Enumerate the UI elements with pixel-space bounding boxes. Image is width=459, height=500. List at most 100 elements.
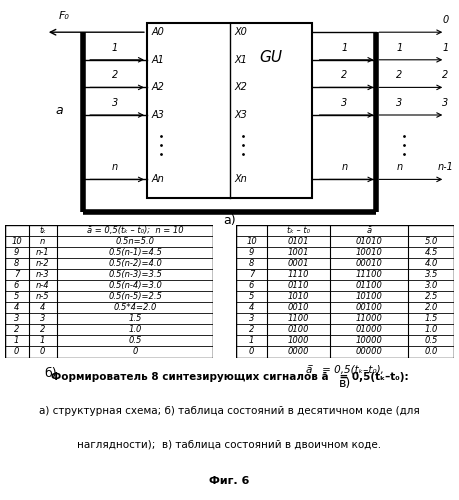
Text: Фиг. 6: Фиг. 6 xyxy=(209,476,250,486)
Text: A1: A1 xyxy=(151,55,164,65)
Text: 1001: 1001 xyxy=(287,248,309,257)
Text: GU: GU xyxy=(259,50,282,65)
Text: n-4: n-4 xyxy=(36,281,50,290)
Text: n: n xyxy=(112,162,118,172)
Text: 2.0: 2.0 xyxy=(425,304,438,312)
Text: 1.0: 1.0 xyxy=(425,326,438,334)
Text: 2: 2 xyxy=(249,326,254,334)
Text: 11000: 11000 xyxy=(356,314,382,324)
Text: 2: 2 xyxy=(14,326,19,334)
Text: n-1: n-1 xyxy=(437,162,453,172)
Text: 3: 3 xyxy=(442,98,448,108)
Text: ā = 0,5(tₖ – t₀);  n = 10: ā = 0,5(tₖ – t₀); n = 10 xyxy=(87,226,184,235)
Text: 10010: 10010 xyxy=(356,248,382,257)
Text: a: a xyxy=(56,104,63,117)
Text: An: An xyxy=(151,174,164,184)
Text: X3: X3 xyxy=(234,110,247,120)
Text: 1000: 1000 xyxy=(287,336,309,345)
Text: F₀: F₀ xyxy=(59,10,70,20)
Text: X0: X0 xyxy=(234,27,247,37)
Text: n: n xyxy=(341,162,347,172)
Text: n-3: n-3 xyxy=(36,270,50,279)
Text: 0000: 0000 xyxy=(287,348,309,356)
Text: 8: 8 xyxy=(14,259,19,268)
Text: 3.5: 3.5 xyxy=(425,270,438,279)
Text: 10000: 10000 xyxy=(356,336,382,345)
Text: 1100: 1100 xyxy=(287,314,309,324)
Text: Xn: Xn xyxy=(234,174,247,184)
Text: 5.0: 5.0 xyxy=(425,237,438,246)
Text: 4.0: 4.0 xyxy=(425,259,438,268)
Text: 6: 6 xyxy=(14,281,19,290)
Text: 4: 4 xyxy=(249,304,254,312)
Text: 01000: 01000 xyxy=(356,326,382,334)
Text: 0.5(n-3)=3.5: 0.5(n-3)=3.5 xyxy=(108,270,162,279)
Text: 7: 7 xyxy=(14,270,19,279)
Text: 5: 5 xyxy=(249,292,254,302)
Text: 2: 2 xyxy=(442,70,448,81)
Text: 1: 1 xyxy=(112,43,118,53)
Text: 1: 1 xyxy=(341,43,347,53)
Text: 5: 5 xyxy=(14,292,19,302)
Text: 2: 2 xyxy=(40,326,45,334)
Text: 2: 2 xyxy=(396,70,403,81)
Text: 0.5: 0.5 xyxy=(425,336,438,345)
Text: а): а) xyxy=(223,214,236,228)
Text: 3: 3 xyxy=(396,98,403,108)
Text: 7: 7 xyxy=(249,270,254,279)
Text: ā̄   = 0,5(tₖ–t₀),: ā̄ = 0,5(tₖ–t₀), xyxy=(307,364,384,374)
Text: 0001: 0001 xyxy=(287,259,309,268)
Text: n: n xyxy=(396,162,403,172)
Text: Формирователь 8 синтезирующих сигналов ā   = 0,5(tₖ–t₀):: Формирователь 8 синтезирующих сигналов ā… xyxy=(50,372,409,382)
Text: 8: 8 xyxy=(249,259,254,268)
Text: 0: 0 xyxy=(40,348,45,356)
Text: n-1: n-1 xyxy=(36,248,50,257)
Text: 1.5: 1.5 xyxy=(425,314,438,324)
Text: 1.0: 1.0 xyxy=(129,326,142,334)
Text: наглядности);  в) таблица состояний в двоичном коде.: наглядности); в) таблица состояний в дво… xyxy=(78,440,381,449)
Text: 4.5: 4.5 xyxy=(425,248,438,257)
Text: 6: 6 xyxy=(249,281,254,290)
Text: 0.5(n-4)=3.0: 0.5(n-4)=3.0 xyxy=(108,281,162,290)
Text: в): в) xyxy=(339,378,352,390)
Text: 3: 3 xyxy=(249,314,254,324)
Text: n: n xyxy=(40,237,45,246)
Text: 0.5: 0.5 xyxy=(129,336,142,345)
Text: 10: 10 xyxy=(11,237,22,246)
Text: 01100: 01100 xyxy=(356,281,382,290)
Text: 3: 3 xyxy=(341,98,347,108)
Text: n-5: n-5 xyxy=(36,292,50,302)
Text: 00100: 00100 xyxy=(356,304,382,312)
Text: 1.5: 1.5 xyxy=(129,314,142,324)
Text: 3: 3 xyxy=(40,314,45,324)
Text: 2: 2 xyxy=(341,70,347,81)
Text: 0010: 0010 xyxy=(287,304,309,312)
Text: tₖ – t₀: tₖ – t₀ xyxy=(286,226,310,235)
Text: 2.5: 2.5 xyxy=(425,292,438,302)
Text: а) структурная схема; б) таблица состояний в десятичном коде (для: а) структурная схема; б) таблица состоян… xyxy=(39,406,420,415)
Text: 1: 1 xyxy=(40,336,45,345)
Text: 3: 3 xyxy=(14,314,19,324)
Text: 0.0: 0.0 xyxy=(425,348,438,356)
Text: 0100: 0100 xyxy=(287,326,309,334)
Text: 0: 0 xyxy=(249,348,254,356)
Text: 1: 1 xyxy=(442,43,448,53)
Text: 0: 0 xyxy=(133,348,138,356)
Text: 3.0: 3.0 xyxy=(425,281,438,290)
Text: 2: 2 xyxy=(112,70,118,81)
Text: X1: X1 xyxy=(234,55,247,65)
Text: 4: 4 xyxy=(14,304,19,312)
Text: 0101: 0101 xyxy=(287,237,309,246)
Text: б): б) xyxy=(44,367,57,380)
Text: 10100: 10100 xyxy=(356,292,382,302)
Text: A2: A2 xyxy=(151,82,164,92)
Text: A3: A3 xyxy=(151,110,164,120)
Text: n-2: n-2 xyxy=(36,259,50,268)
Text: 00010: 00010 xyxy=(356,259,382,268)
Text: 0: 0 xyxy=(14,348,19,356)
Text: 0.5n=5.0: 0.5n=5.0 xyxy=(116,237,155,246)
Text: X2: X2 xyxy=(234,82,247,92)
Text: tₖ: tₖ xyxy=(39,226,46,235)
Text: 00000: 00000 xyxy=(356,348,382,356)
Bar xyxy=(147,23,312,198)
